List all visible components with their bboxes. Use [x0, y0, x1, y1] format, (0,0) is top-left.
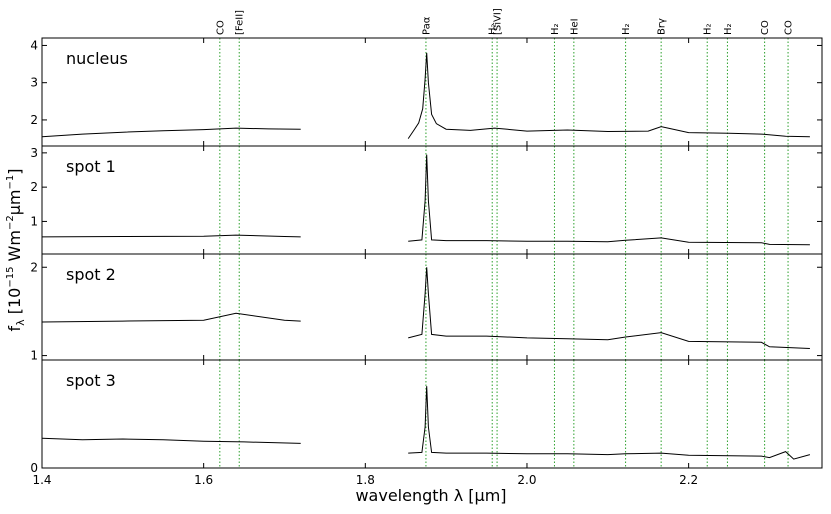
x-axis: 1.4 1.6 1.8 2.0 2.2: [32, 473, 698, 487]
marker-line-label: CO: [215, 20, 226, 35]
spectrum-line: [41, 234, 301, 238]
x-tick-label: 1.4: [32, 473, 51, 487]
panel-4: 0 spot 3: [30, 359, 823, 475]
panel-label: spot 3: [66, 371, 116, 390]
panel-frame: [41, 253, 823, 361]
marker-line-label: H₂: [703, 23, 714, 35]
x-tick-label: 1.8: [356, 473, 375, 487]
y-axis-label-unit-c: μm: [5, 190, 24, 216]
y-tick-label: 0: [30, 461, 38, 475]
spectrum-line: [408, 267, 810, 349]
y-axis-label-exp1: −15: [5, 267, 16, 288]
x-tick-label: 1.6: [194, 473, 213, 487]
panel-label: spot 2: [66, 265, 116, 284]
spectrum-line: [408, 386, 811, 460]
y-tick-label: 2: [30, 260, 38, 274]
marker-line-label: [FeII]: [235, 10, 246, 35]
marker-line-label: HeI: [569, 18, 580, 35]
marker-line-label: H₂: [550, 23, 561, 35]
spectrum-line: [408, 154, 810, 246]
spectrum-line: [407, 52, 810, 139]
spectra-panels: 2 3 4 nucleus 1 2 3 spot 1 1 2 spot 2 0 spot 3: [30, 37, 823, 475]
y-axis-label-subscript: λ: [14, 319, 27, 326]
x-axis-label: wavelength λ [μm]: [355, 486, 506, 505]
y-axis-label-unit-b: Wm: [5, 230, 24, 267]
marker-line-label: Brγ: [657, 18, 668, 35]
spectrum-line: [41, 437, 301, 444]
x-tick-label: 2.0: [517, 473, 536, 487]
marker-line-label: H₂: [488, 23, 499, 35]
panel-2: 1 2 3 spot 1: [30, 145, 823, 255]
marker-line-labels: CO [FeII] Paα H₂[SiVI] H₂ HeI H₂ Brγ H₂ H₂ CO CO: [215, 8, 794, 35]
y-tick-label: 4: [30, 38, 38, 52]
y-tick-label: 3: [30, 76, 38, 90]
y-axis-label-unit-a: [10: [5, 288, 24, 320]
marker-line-label: CO: [760, 20, 771, 35]
marker-line-label: Paα: [421, 16, 432, 35]
x-tick-label: 2.2: [679, 473, 698, 487]
panel-frame: [41, 145, 823, 255]
y-tick-label: 2: [30, 113, 38, 127]
panel-1: 2 3 4 nucleus: [30, 37, 823, 147]
spectrum-line: [41, 127, 301, 138]
y-axis-label-unit-d: ]: [5, 169, 24, 175]
y-axis-label-symbol: f: [5, 325, 24, 331]
panel-label: nucleus: [66, 49, 128, 68]
marker-line-label: CO: [784, 20, 795, 35]
y-axis-label-exp3: −1: [5, 175, 16, 190]
panel-3: 1 2 spot 2: [30, 253, 823, 363]
marker-line-label: [SiVI]: [493, 8, 504, 35]
marker-line-label: H₂: [621, 23, 632, 35]
panel-frame: [41, 359, 823, 469]
y-tick-label: 1: [30, 349, 38, 363]
y-tick-label: 2: [30, 180, 38, 194]
panel-frame: [41, 37, 823, 147]
spectrum-line: [41, 312, 301, 323]
y-axis-label-exp2: −2: [5, 215, 16, 230]
y-tick-label: 3: [30, 146, 38, 160]
marker-line-label: H₂: [723, 23, 734, 35]
panel-label: spot 1: [66, 157, 116, 176]
y-tick-label: 1: [30, 214, 38, 228]
y-axis-label: fλ [10−15 Wm−2μm−1]: [5, 169, 27, 332]
